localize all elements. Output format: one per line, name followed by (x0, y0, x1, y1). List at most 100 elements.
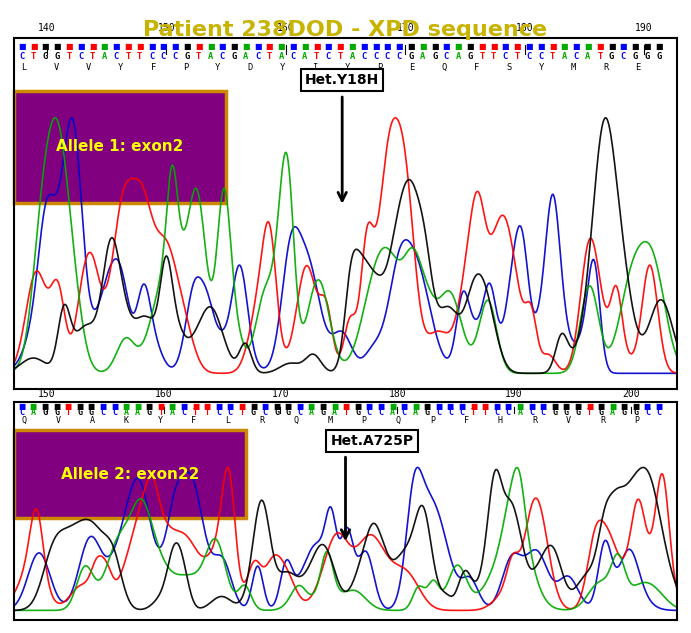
Text: ■: ■ (435, 402, 442, 411)
Text: ■: ■ (250, 402, 257, 411)
Text: K: K (124, 416, 129, 425)
Text: R: R (600, 416, 605, 425)
Text: P: P (634, 416, 639, 425)
Text: C: C (297, 408, 303, 417)
Text: ■: ■ (493, 402, 500, 411)
Text: ■: ■ (443, 42, 450, 51)
Text: T: T (90, 52, 95, 61)
Text: A: A (243, 52, 249, 61)
Text: C: C (361, 52, 366, 61)
Text: G: G (231, 52, 237, 61)
Text: S: S (507, 63, 511, 72)
Text: ■: ■ (65, 42, 73, 51)
Text: T: T (66, 52, 72, 61)
Text: ■: ■ (389, 402, 396, 411)
Text: M: M (328, 416, 332, 425)
Text: H: H (498, 416, 503, 425)
Text: C: C (263, 408, 267, 417)
Text: A: A (420, 52, 426, 61)
Text: C: C (255, 52, 261, 61)
Text: G: G (644, 52, 650, 61)
Text: ■: ■ (560, 42, 568, 51)
FancyBboxPatch shape (14, 91, 226, 203)
Text: Y: Y (158, 416, 162, 425)
Text: ■: ■ (572, 42, 580, 51)
Text: Y: Y (280, 63, 285, 72)
Text: ■: ■ (242, 42, 249, 51)
Text: T: T (267, 52, 272, 61)
Text: G: G (408, 52, 414, 61)
Text: ■: ■ (124, 42, 132, 51)
Text: ■: ■ (148, 42, 155, 51)
Text: ■: ■ (313, 42, 321, 51)
Text: ■: ■ (169, 402, 176, 411)
Text: P: P (430, 416, 435, 425)
Text: ■: ■ (100, 402, 106, 411)
Text: ■: ■ (238, 402, 245, 411)
Text: A: A (413, 408, 418, 417)
Text: ■: ■ (348, 42, 356, 51)
Text: ■: ■ (307, 402, 315, 411)
Text: C: C (401, 408, 406, 417)
Text: ■: ■ (77, 42, 84, 51)
Text: ■: ■ (337, 42, 344, 51)
Text: C: C (216, 408, 221, 417)
Text: G: G (42, 408, 48, 417)
Text: T: T (587, 408, 592, 417)
Text: P: P (183, 63, 188, 72)
Text: V: V (86, 63, 91, 72)
Text: G: G (77, 408, 82, 417)
Text: ■: ■ (136, 42, 144, 51)
Text: G: G (564, 408, 569, 417)
Text: ■: ■ (655, 402, 663, 411)
Text: ■: ■ (372, 42, 379, 51)
Text: C: C (19, 52, 24, 61)
Text: ■: ■ (470, 402, 477, 411)
Text: A: A (390, 408, 395, 417)
Text: T: T (158, 408, 163, 417)
Text: A: A (124, 408, 129, 417)
Text: C: C (538, 52, 543, 61)
Text: G: G (598, 408, 603, 417)
Text: ■: ■ (195, 42, 202, 51)
Text: ■: ■ (632, 42, 639, 51)
Text: F: F (464, 416, 468, 425)
Text: P: P (361, 416, 367, 425)
Text: ■: ■ (160, 42, 167, 51)
Text: Q: Q (396, 416, 401, 425)
Text: ■: ■ (632, 402, 639, 411)
Text: C: C (173, 52, 178, 61)
Text: ■: ■ (354, 402, 361, 411)
Text: ■: ■ (513, 42, 521, 51)
Text: 180: 180 (515, 23, 533, 33)
Text: C: C (506, 408, 511, 417)
Text: ■: ■ (113, 42, 120, 51)
Text: ■: ■ (412, 402, 419, 411)
Text: ■: ■ (516, 402, 524, 411)
Text: A: A (585, 52, 591, 61)
Text: T: T (483, 408, 488, 417)
Text: ■: ■ (254, 42, 261, 51)
Text: V: V (55, 416, 60, 425)
Text: 190: 190 (505, 389, 523, 399)
Text: ■: ■ (455, 42, 462, 51)
Text: ■: ■ (596, 42, 603, 51)
Text: A: A (455, 52, 461, 61)
Text: ■: ■ (540, 402, 547, 411)
Text: Q: Q (442, 63, 447, 72)
Text: ■: ■ (278, 42, 285, 51)
Text: ■: ■ (296, 402, 303, 411)
Text: ■: ■ (447, 402, 454, 411)
Text: E: E (409, 63, 415, 72)
Text: G: G (432, 52, 437, 61)
Text: C: C (367, 408, 372, 417)
Text: Q: Q (21, 416, 26, 425)
Text: C: C (527, 52, 531, 61)
Text: ■: ■ (478, 42, 486, 51)
Text: T: T (491, 52, 496, 61)
Text: ■: ■ (183, 42, 191, 51)
Text: ■: ■ (146, 402, 153, 411)
Text: C: C (379, 408, 384, 417)
Text: T: T (597, 52, 603, 61)
Text: ■: ■ (157, 402, 164, 411)
